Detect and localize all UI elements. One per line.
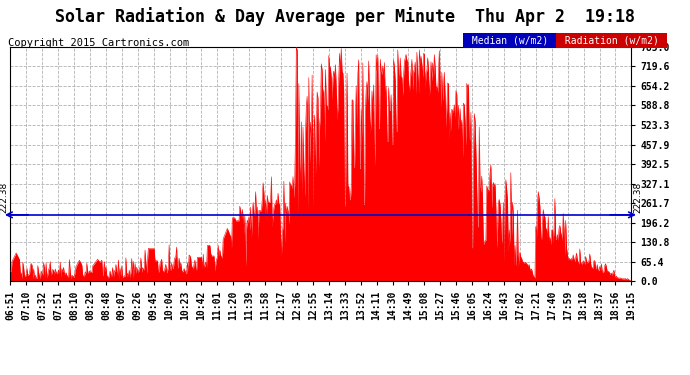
Text: Copyright 2015 Cartronics.com: Copyright 2015 Cartronics.com — [8, 38, 190, 48]
Text: 222.38: 222.38 — [634, 182, 643, 213]
Text: Solar Radiation & Day Average per Minute  Thu Apr 2  19:18: Solar Radiation & Day Average per Minute… — [55, 8, 635, 27]
Text: 222.38: 222.38 — [0, 182, 9, 213]
Text: Median (w/m2): Median (w/m2) — [466, 36, 554, 46]
Text: Radiation (w/m2): Radiation (w/m2) — [559, 36, 664, 46]
